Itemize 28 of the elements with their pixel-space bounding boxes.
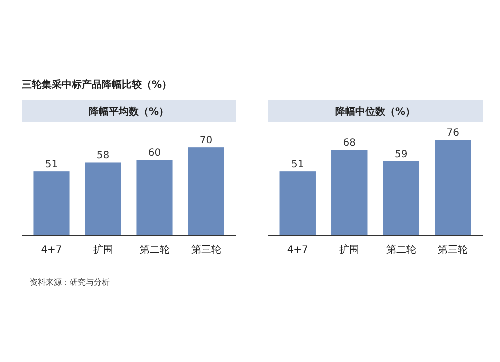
text: 资料来源：研究与分析 [30, 278, 110, 287]
data-label: 51 [45, 160, 58, 171]
x-tick-label: 扩围 [340, 244, 360, 256]
data-label: 58 [96, 150, 110, 162]
bar [136, 160, 173, 236]
bar [188, 148, 224, 236]
bar [332, 150, 368, 236]
x-tick-label: 4+7 [287, 245, 308, 256]
x-tick-label: 4+7 [41, 245, 62, 256]
bar [34, 172, 70, 236]
data-label: 51 [292, 160, 304, 171]
bar [435, 140, 472, 236]
x-tick-label: 第二轮 [386, 244, 416, 256]
bar [85, 162, 122, 236]
bar [280, 172, 316, 236]
data-label: 68 [343, 138, 356, 150]
x-tick-label: 扩围 [93, 244, 114, 256]
chart-subtitle: 降幅平均数（%） [88, 106, 170, 118]
chart-subtitle: 降幅中位数（%） [335, 106, 416, 118]
data-label: 70 [200, 136, 213, 147]
x-tick-label: 第三轮 [191, 244, 222, 256]
data-label: 60 [148, 148, 162, 160]
chart-title: 三轮集采中标产品降幅比较（%） [22, 79, 172, 91]
x-tick-label: 第三轮 [438, 244, 468, 256]
data-label: 59 [395, 149, 408, 160]
data-label: 76 [446, 128, 460, 139]
x-tick-label: 第二轮 [140, 244, 170, 256]
bar [383, 161, 420, 236]
